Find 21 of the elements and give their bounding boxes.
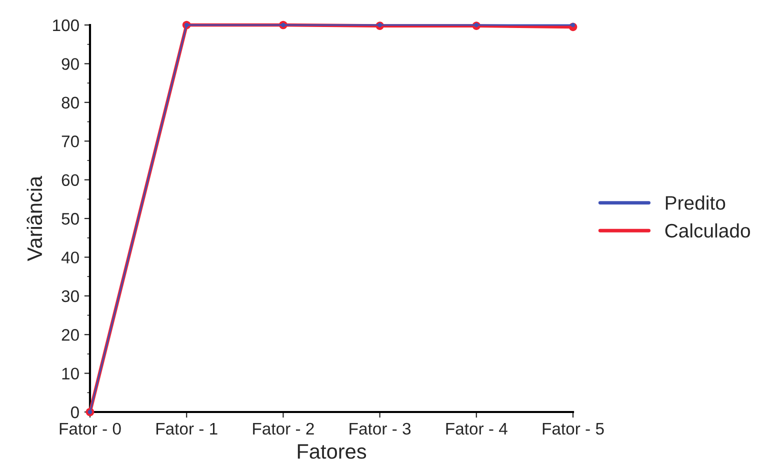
y-tick-label: 100 [53, 19, 79, 32]
y-tick-label: 30 [62, 290, 79, 302]
y-tick-label: 40 [61, 252, 79, 264]
y-tick-label: 10 [62, 368, 79, 380]
y-tick-label: 90 [62, 58, 79, 70]
legend-label: Predito [666, 196, 726, 210]
x-tick-label: Fator - 3 [350, 422, 411, 435]
y-tick-label: 0 [70, 406, 79, 418]
x-tick-label: Fator - 1 [156, 423, 218, 435]
y-axis-title: Variância [26, 176, 42, 262]
y-tick-label: 50 [62, 212, 79, 225]
y-tick-label: 60 [62, 174, 79, 186]
legend-label: Calculado [665, 223, 750, 238]
x-tick-label: Fator - 4 [446, 423, 508, 435]
y-tick-label: 80 [62, 96, 79, 109]
y-tick-label: 20 [62, 329, 79, 341]
x-axis-title: Fatores [298, 444, 366, 459]
x-tick-label: Fator - 0 [60, 422, 121, 435]
x-tick-label: Fator - 5 [542, 423, 604, 435]
x-tick-label: Fator - 2 [253, 422, 314, 435]
y-tick-label: 70 [62, 136, 79, 148]
